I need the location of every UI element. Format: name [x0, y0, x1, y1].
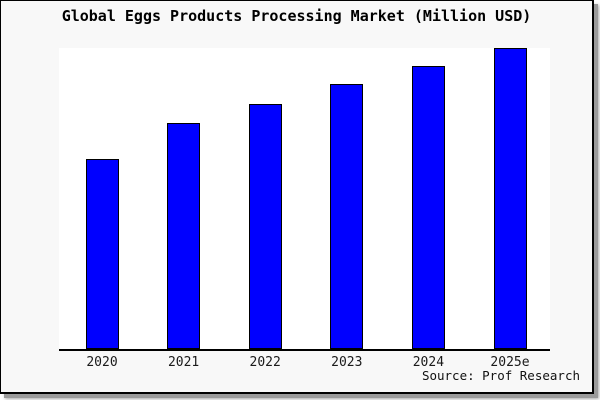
x-tick-label-2020: 2020 — [86, 355, 118, 370]
x-tick-label-2025e: 2025e — [490, 355, 530, 370]
bar-2020 — [85, 159, 119, 349]
x-tick-label-2024: 2024 — [412, 355, 445, 370]
bar-2023 — [330, 84, 364, 349]
x-axis-labels: 2020 2021 2022 2023 2024 2025e — [1, 355, 592, 371]
x-tick-label-2021: 2021 — [167, 355, 200, 370]
bar-2024 — [411, 66, 445, 349]
x-tick-label-2023: 2023 — [331, 355, 363, 370]
source-credit: Source: Prof Research — [421, 368, 580, 383]
bar-2022 — [248, 104, 282, 349]
chart-title: Global Eggs Products Processing Market (… — [61, 7, 532, 25]
x-tick-label-2022: 2022 — [249, 355, 281, 370]
bar-2021 — [167, 123, 201, 349]
plot-area — [59, 48, 550, 351]
bar-2025e — [493, 48, 527, 349]
chart-card: Global Eggs Products Processing Market (… — [0, 0, 594, 394]
